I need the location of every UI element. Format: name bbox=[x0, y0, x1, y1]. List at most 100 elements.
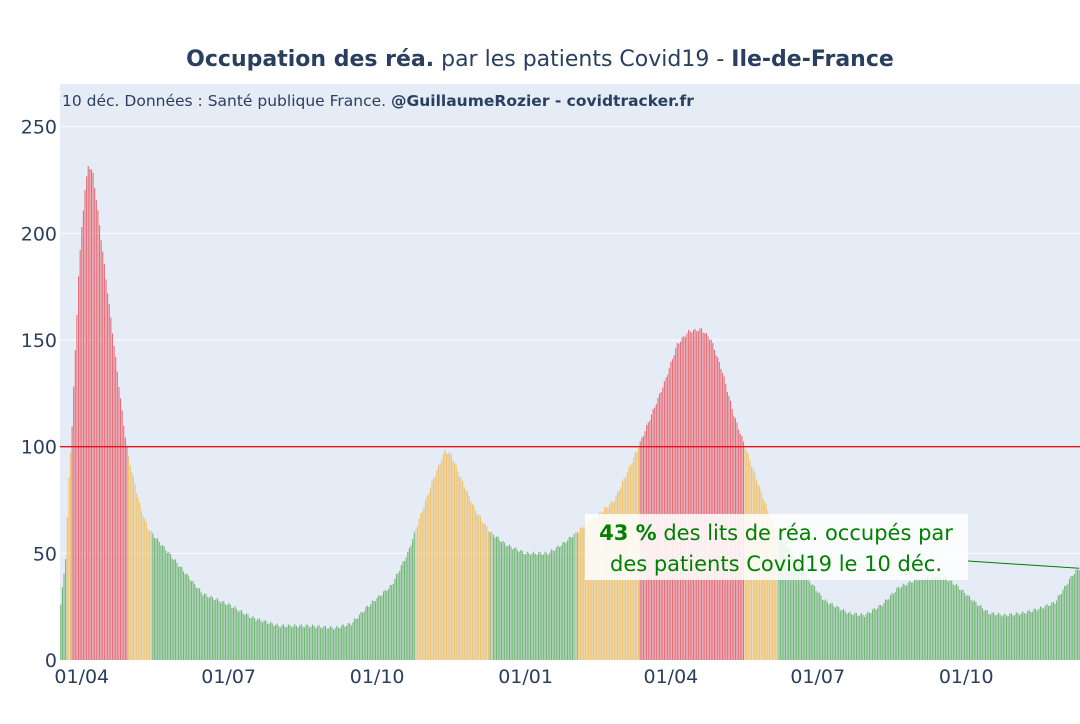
bar bbox=[558, 546, 561, 660]
bar bbox=[555, 547, 557, 660]
bar bbox=[681, 337, 683, 660]
bar bbox=[841, 610, 843, 660]
bar bbox=[470, 501, 472, 660]
bar bbox=[86, 176, 88, 661]
bar bbox=[854, 612, 856, 660]
bar bbox=[547, 554, 549, 660]
bar bbox=[312, 624, 314, 660]
bar bbox=[912, 582, 914, 660]
bar bbox=[809, 581, 811, 660]
bar bbox=[184, 574, 186, 660]
bar bbox=[589, 523, 591, 660]
bar bbox=[857, 615, 859, 660]
bar bbox=[512, 549, 514, 660]
bar bbox=[249, 617, 251, 660]
bar bbox=[922, 577, 924, 660]
y-tick-label: 200 bbox=[21, 223, 57, 245]
bar bbox=[1047, 605, 1050, 660]
bar bbox=[822, 599, 824, 660]
bar bbox=[810, 584, 812, 660]
bar bbox=[226, 605, 228, 660]
bar bbox=[89, 169, 91, 660]
bar bbox=[884, 599, 887, 660]
bar bbox=[434, 476, 436, 660]
bar bbox=[299, 625, 301, 660]
bar bbox=[1012, 615, 1014, 660]
bar bbox=[846, 613, 848, 660]
bar bbox=[137, 498, 139, 660]
bar bbox=[90, 169, 93, 661]
bar bbox=[796, 559, 798, 660]
y-tick-label: 150 bbox=[21, 330, 57, 352]
bar bbox=[717, 357, 719, 660]
bar bbox=[297, 627, 299, 660]
bar bbox=[160, 545, 162, 660]
bar bbox=[557, 545, 559, 660]
bar bbox=[965, 595, 967, 660]
bar bbox=[560, 546, 562, 660]
bar bbox=[362, 612, 364, 660]
bar bbox=[939, 574, 941, 660]
bar bbox=[1041, 607, 1043, 660]
bar bbox=[502, 540, 504, 660]
bar bbox=[997, 612, 1000, 660]
bar bbox=[891, 592, 893, 660]
bar bbox=[195, 587, 197, 660]
chart-subtitle-source: 10 déc. Données : Santé publique France. bbox=[62, 92, 391, 110]
bar bbox=[789, 549, 791, 660]
bar bbox=[1030, 612, 1032, 660]
bar bbox=[700, 328, 703, 660]
bar bbox=[97, 210, 99, 660]
bar bbox=[276, 623, 278, 660]
bar bbox=[588, 522, 590, 660]
bar bbox=[110, 317, 112, 660]
bar bbox=[928, 577, 930, 660]
bar bbox=[508, 544, 511, 660]
bar bbox=[236, 609, 238, 660]
bar bbox=[843, 608, 845, 660]
bar bbox=[147, 528, 149, 660]
bar bbox=[245, 613, 247, 660]
bar bbox=[1028, 609, 1030, 660]
bar bbox=[407, 551, 409, 660]
bar bbox=[95, 199, 97, 660]
y-tick-label: 250 bbox=[21, 117, 57, 139]
bar bbox=[341, 625, 343, 660]
bar bbox=[773, 524, 775, 660]
bar bbox=[66, 517, 68, 660]
bar bbox=[604, 507, 606, 660]
bar bbox=[510, 546, 512, 660]
bar bbox=[291, 627, 293, 660]
bar bbox=[776, 528, 778, 660]
bar bbox=[315, 628, 317, 660]
bar bbox=[934, 576, 937, 660]
bar bbox=[705, 332, 707, 660]
bar bbox=[79, 249, 81, 660]
bar bbox=[670, 361, 672, 660]
bar bbox=[594, 518, 596, 660]
bar bbox=[166, 552, 168, 660]
bar bbox=[220, 602, 222, 660]
bar bbox=[525, 554, 527, 660]
bar bbox=[289, 625, 291, 660]
bar bbox=[416, 526, 419, 660]
bar bbox=[576, 532, 578, 660]
bar bbox=[962, 589, 964, 660]
bar bbox=[989, 614, 991, 660]
bar bbox=[833, 606, 835, 660]
bar bbox=[1026, 611, 1029, 660]
x-tick-label: 01/04 bbox=[54, 666, 109, 688]
bar bbox=[410, 545, 412, 660]
chart-title-bold-1: Occupation des réa. bbox=[186, 47, 434, 72]
bar bbox=[421, 511, 423, 660]
bar bbox=[515, 547, 517, 660]
bar bbox=[554, 550, 556, 660]
bar bbox=[610, 501, 612, 660]
bar bbox=[713, 349, 716, 660]
bar bbox=[436, 470, 438, 660]
annotation-box bbox=[585, 514, 968, 580]
bar bbox=[1001, 616, 1003, 660]
bar bbox=[767, 510, 769, 660]
bar bbox=[565, 542, 567, 660]
bar bbox=[975, 601, 977, 660]
